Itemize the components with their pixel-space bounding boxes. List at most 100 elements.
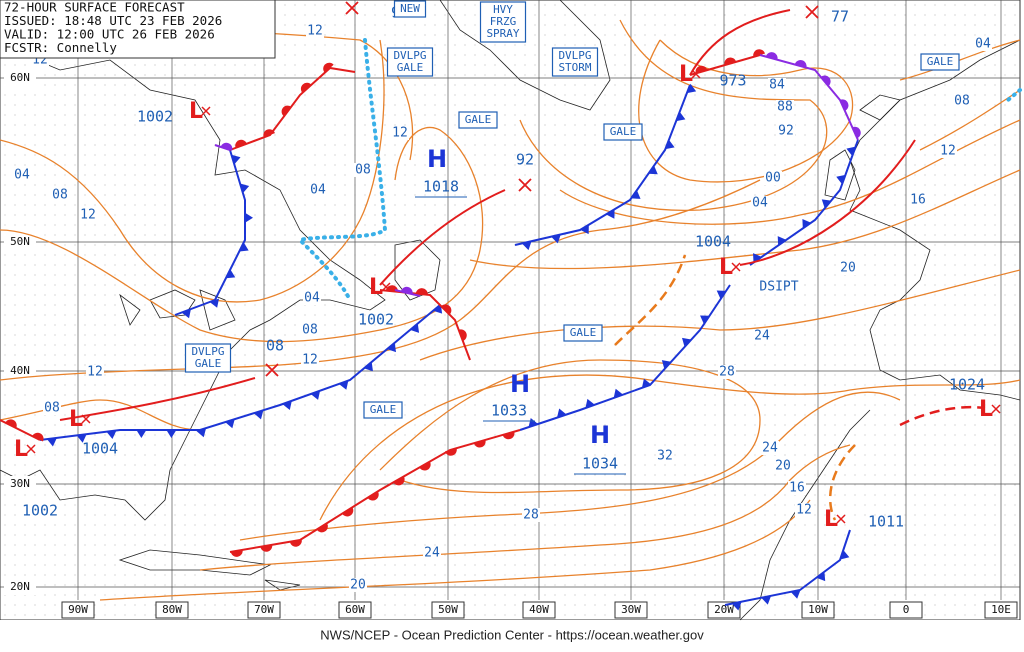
front-symbol	[76, 434, 87, 443]
labels: L1002H1018L1002L97395920877L1004L1002H10…	[13, 0, 1001, 593]
front-symbol	[790, 589, 801, 599]
front-symbol	[323, 62, 334, 73]
north-america	[0, 44, 386, 521]
lon-label: 60W	[345, 603, 365, 616]
lat-label: 40N	[10, 364, 30, 377]
lon-label: 80W	[162, 603, 182, 616]
isobar-label-bg	[774, 459, 792, 473]
isobar-label-bg	[13, 168, 31, 182]
front-symbol	[225, 269, 236, 279]
cold-front	[39, 304, 441, 441]
front-symbol	[676, 111, 686, 122]
isobar-label: 08	[954, 94, 970, 109]
front-symbol	[230, 549, 243, 557]
isobar	[0, 399, 201, 431]
lon-label-bg	[522, 601, 556, 619]
lat-label-bg	[4, 476, 36, 492]
warning-text: GALE	[465, 113, 492, 126]
isobar-label-bg	[751, 196, 769, 210]
front-symbol	[136, 430, 147, 438]
low-symbol: L	[979, 397, 993, 422]
isobar	[379, 359, 761, 494]
lon-label: 30W	[621, 603, 641, 616]
lon-label-bg	[338, 601, 372, 619]
pressure-value: 08	[266, 337, 284, 355]
isobar-label: 32	[657, 449, 673, 464]
storm-tracks	[59, 9, 986, 521]
header-line: ISSUED: 18:48 UTC 23 FEB 2026	[4, 13, 222, 28]
pressure-value: 92	[516, 151, 534, 169]
isobar-label: 84	[769, 78, 785, 93]
lon-label: 10E	[991, 603, 1011, 616]
warm-front	[229, 66, 356, 151]
front-symbol	[310, 390, 321, 400]
isobar-label-bg	[718, 365, 736, 379]
front-symbol	[753, 253, 762, 263]
isobar-label: 12	[87, 365, 103, 380]
lat-label: 30N	[10, 477, 30, 490]
front-symbol	[724, 57, 737, 66]
footer-bg	[0, 620, 1024, 652]
front-symbol	[521, 241, 532, 251]
lat-label-bg	[4, 363, 36, 379]
front-symbol	[316, 523, 328, 533]
warning-box	[363, 401, 403, 419]
low-symbol: L	[189, 99, 203, 124]
front-symbol	[585, 398, 595, 409]
lon-label: 40W	[529, 603, 549, 616]
front-symbol	[209, 298, 220, 308]
pressure-value: 1004	[695, 233, 731, 251]
cold-front	[174, 149, 246, 316]
isobar-label-bg	[306, 24, 324, 38]
isobar-label: 04	[975, 37, 991, 52]
isobar-label: 00	[765, 171, 781, 186]
front-symbol	[282, 400, 292, 410]
front-symbol	[641, 378, 652, 388]
isobar-label: 24	[424, 546, 440, 561]
isobar	[199, 444, 851, 571]
low-symbol: L	[719, 255, 733, 280]
front-symbol	[716, 290, 727, 300]
lon-label: 90W	[68, 603, 88, 616]
front-symbol	[260, 544, 273, 552]
isobar	[0, 39, 385, 303]
center-x	[805, 5, 819, 19]
front-symbol	[580, 224, 589, 235]
warning-box	[563, 324, 603, 342]
front-symbol	[682, 337, 692, 347]
front-symbol	[367, 491, 379, 501]
warning-text: DVLPG	[558, 49, 591, 62]
pressure-value: 1033	[491, 402, 527, 420]
isobar-label: 04	[310, 183, 326, 198]
front-symbol	[253, 410, 264, 420]
footer: NWS/NCEP - Ocean Prediction Center - htt…	[320, 627, 704, 642]
front-symbol	[836, 174, 846, 185]
warning-box	[479, 1, 527, 43]
lon-label-bg	[155, 601, 189, 619]
isobar-label: 04	[14, 168, 30, 183]
pressure-value: 1011	[868, 513, 904, 531]
lon-label: 0	[903, 603, 910, 616]
lon-label-bg	[614, 601, 648, 619]
lon-label-bg	[889, 601, 923, 619]
warning-text: GALE	[370, 403, 397, 416]
isobar-label: 12	[940, 144, 956, 159]
warning-box	[458, 111, 498, 129]
front-symbol	[415, 288, 428, 295]
front-symbol	[106, 430, 117, 440]
isobar	[239, 391, 901, 541]
isobar	[419, 269, 1021, 361]
front-symbol	[300, 82, 312, 93]
greenland	[439, 0, 611, 111]
isobar-label-bg	[764, 171, 782, 185]
isobar-label-bg	[795, 503, 813, 517]
warning-box	[603, 123, 643, 141]
front-symbol	[665, 139, 675, 150]
pressure-value: 77	[831, 8, 849, 26]
isobar-label: 12	[307, 24, 323, 39]
warning-text: FRZG	[490, 15, 517, 28]
isobar-label: 12	[392, 126, 408, 141]
isobar-label-bg	[43, 401, 61, 415]
